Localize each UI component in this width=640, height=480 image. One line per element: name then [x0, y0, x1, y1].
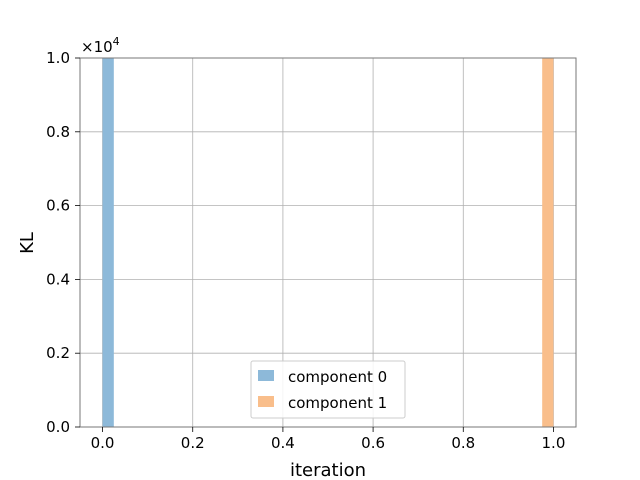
bars	[102, 58, 554, 427]
y-tick-label: 0.8	[46, 123, 70, 141]
bar-component-0	[102, 58, 114, 427]
y-axis-ticks: 0.0 0.2 0.4 0.6 0.8 1.0	[46, 49, 80, 436]
x-axis-ticks: 0.0 0.2 0.4 0.6 0.8 1.0	[91, 427, 566, 452]
bar-component-1	[542, 58, 554, 427]
y-tick-label: 1.0	[46, 49, 70, 67]
plot-frame	[79, 57, 577, 428]
legend-box	[250, 360, 406, 419]
y-tick-label: 0.6	[46, 197, 70, 215]
x-axis-title: iteration	[290, 460, 366, 480]
y-tick-label: 0.2	[46, 344, 70, 362]
y-axis-multiplier-exponent: 4	[113, 35, 120, 48]
x-tick-label: 0.6	[361, 434, 385, 452]
y-tick-label: 0.4	[46, 270, 70, 288]
y-axis-multiplier: ×104	[81, 35, 120, 56]
x-tick-label: 0.4	[271, 434, 295, 452]
x-tick-label: 0.0	[91, 434, 115, 452]
legend-swatch-component-0	[258, 370, 274, 381]
x-tick-label: 1.0	[542, 434, 566, 452]
legend-swatch-component-1	[258, 396, 274, 407]
legend-label-component-0: component 0	[288, 368, 387, 386]
y-tick-label: 0.0	[46, 418, 70, 436]
x-tick-label: 0.8	[451, 434, 475, 452]
legend: component 0 component 1	[250, 360, 406, 419]
legend-label-component-1: component 1	[288, 394, 387, 412]
y-axis-title: KL	[17, 232, 38, 254]
x-tick-label: 0.2	[181, 434, 205, 452]
